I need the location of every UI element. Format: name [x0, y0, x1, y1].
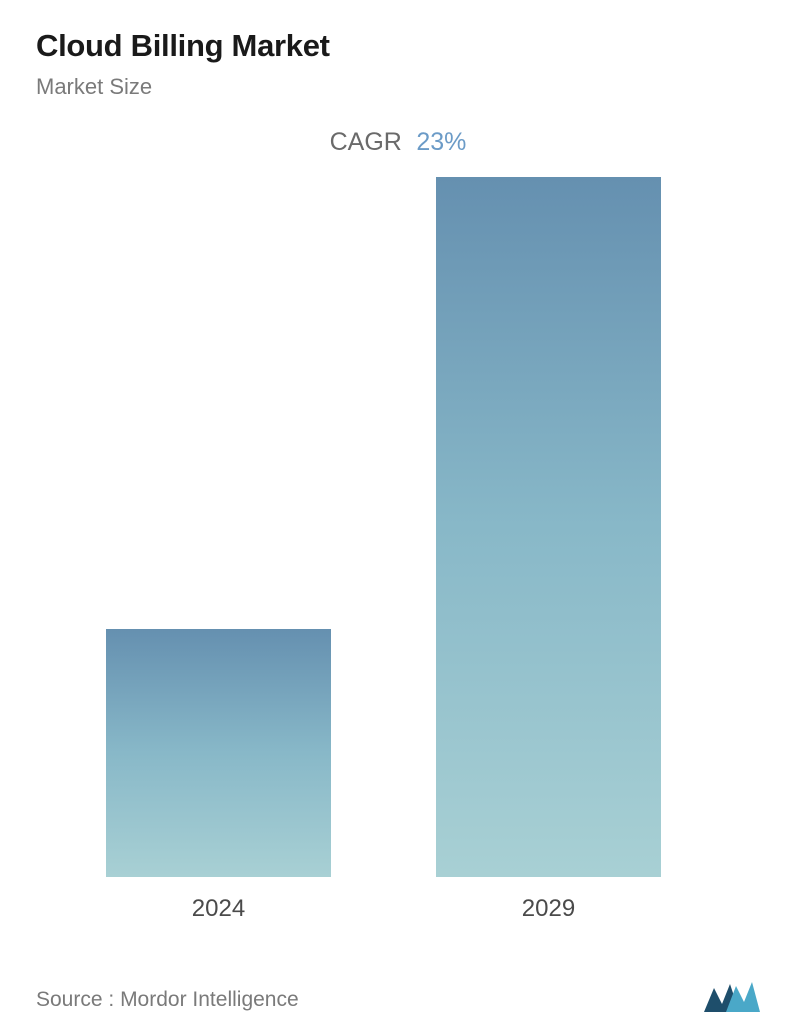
chart-container: Cloud Billing Market Market Size CAGR 23… [0, 0, 796, 1034]
cagr-label: CAGR [330, 128, 402, 156]
bar-2029 [436, 177, 661, 877]
bar-2024 [106, 629, 331, 878]
chart-title: Cloud Billing Market [36, 28, 760, 64]
x-label-2024: 2024 [106, 895, 331, 923]
source-label: Source : [36, 988, 114, 1011]
footer: Source : Mordor Intelligence [36, 980, 760, 1012]
x-label-2029: 2029 [436, 895, 661, 923]
mordor-logo-icon [704, 980, 760, 1012]
source-text: Source : Mordor Intelligence [36, 988, 299, 1012]
cagr-row: CAGR 23% [36, 128, 760, 157]
cagr-value: 23% [416, 128, 466, 156]
x-axis-labels: 2024 2029 [36, 895, 760, 945]
source-name: Mordor Intelligence [120, 988, 299, 1011]
bar-fill [106, 629, 331, 878]
chart-area [36, 177, 760, 877]
bar-fill [436, 177, 661, 877]
chart-subtitle: Market Size [36, 74, 760, 100]
